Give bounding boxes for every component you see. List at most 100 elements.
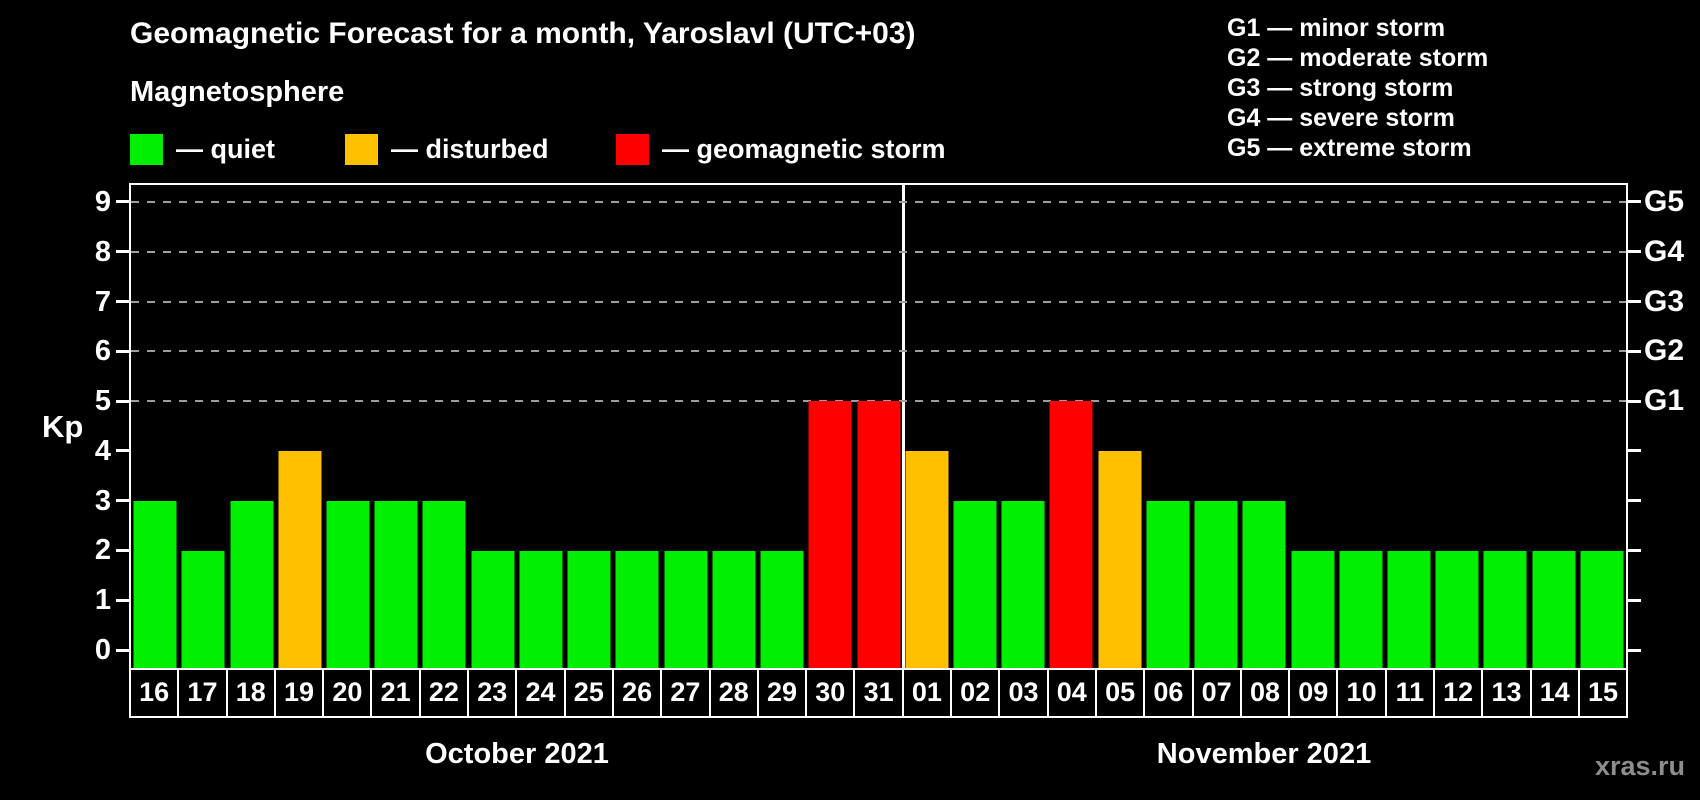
legend-item-storm: — geomagnetic storm: [616, 133, 946, 165]
day-label-oct-17: 17: [179, 670, 228, 716]
bar-oct-26-kp2: [615, 550, 659, 668]
legend-item-label: — disturbed: [391, 133, 549, 164]
watermark: xras.ru: [1594, 751, 1685, 781]
right-tick-kp6: [1628, 349, 1641, 353]
y-axis-tick-label-3: 3: [94, 484, 111, 517]
day-label-nov-10: 10: [1338, 670, 1387, 716]
chart-title: Geomagnetic Forecast for a month, Yarosl…: [130, 17, 916, 50]
bar-oct-21-kp3: [374, 500, 418, 668]
left-tick-kp7: [116, 300, 129, 304]
day-label-nov-09: 09: [1290, 670, 1339, 716]
day-label-oct-30: 30: [807, 670, 856, 716]
right-tick-kp1: [1628, 598, 1641, 602]
bar-nov-07-kp3: [1194, 500, 1238, 668]
right-axis-label-g4: G4: [1644, 234, 1685, 268]
left-tick-kp4: [116, 449, 129, 453]
bar-oct-25-kp2: [567, 550, 611, 668]
day-label-nov-02: 02: [952, 670, 1001, 716]
left-tick-kp9: [116, 200, 129, 204]
bar-nov-09-kp2: [1291, 550, 1335, 668]
bar-oct-28-kp2: [712, 550, 756, 668]
y-axis-tick-label-7: 7: [94, 285, 111, 318]
bar-oct-19-kp4: [278, 450, 322, 668]
month-separator-line: [901, 185, 905, 668]
right-axis-label-g3: G3: [1644, 284, 1685, 318]
day-label-nov-01: 01: [904, 670, 953, 716]
right-tick-kp8: [1628, 250, 1641, 254]
bar-nov-13-kp2: [1483, 550, 1527, 668]
bar-nov-14-kp2: [1532, 550, 1576, 668]
left-tick-kp8: [116, 250, 129, 254]
day-label-nov-14: 14: [1532, 670, 1580, 716]
disturbed-color-swatch: [345, 133, 378, 165]
g-legend-line: G4 — severe storm: [1227, 104, 1455, 132]
day-label-nov-03: 03: [1000, 670, 1049, 716]
g-legend-line: G2 — moderate storm: [1227, 44, 1489, 72]
left-tick-kp2: [116, 548, 129, 552]
day-label-nov-12: 12: [1435, 670, 1484, 716]
bar-nov-03-kp3: [1001, 500, 1045, 668]
quiet-color-swatch: [130, 133, 163, 165]
right-tick-kp2: [1628, 548, 1641, 552]
day-label-oct-19: 19: [276, 670, 325, 716]
storm-color-swatch: [616, 133, 649, 165]
right-tick-kp3: [1628, 499, 1641, 503]
day-label-oct-22: 22: [421, 670, 470, 716]
day-label-nov-06: 06: [1145, 670, 1194, 716]
gridline-kp6: [131, 350, 1626, 353]
bar-nov-12-kp2: [1435, 550, 1479, 668]
day-label-nov-15: 15: [1588, 677, 1619, 707]
left-tick-kp1: [116, 598, 129, 602]
bar-oct-23-kp2: [471, 550, 515, 668]
day-axis-row: 16 17 18 19 20 21 22 23 24 25 26 27 28 29 30 31 01 02 03 04…: [129, 668, 1628, 718]
gridline-kp7: [131, 300, 1626, 303]
day-label-oct-16: 16: [131, 670, 180, 716]
right-tick-kp5: [1628, 399, 1641, 403]
day-label-oct-24: 24: [517, 670, 566, 716]
day-label-nov-13: 13: [1483, 670, 1532, 716]
day-label-oct-25: 25: [566, 670, 614, 716]
y-axis-tick-label-1: 1: [94, 584, 111, 617]
bar-oct-29-kp2: [760, 550, 804, 668]
day-label-oct-21: 21: [372, 670, 421, 716]
bar-oct-31-kp5: [857, 401, 900, 668]
legend-heading: Magnetosphere: [130, 76, 345, 108]
day-label-nov-08: 08: [1242, 670, 1291, 716]
day-label-oct-23: 23: [469, 670, 518, 716]
day-label-nov-04: 04: [1049, 670, 1097, 716]
day-label-oct-20: 20: [324, 670, 373, 716]
bar-nov-06-kp3: [1146, 500, 1190, 668]
bar-nov-10-kp2: [1339, 550, 1383, 668]
plot-area: G1 G2 G3 G4 G5 0 1 2 3 4 5 6 7 8 9: [95, 183, 1684, 670]
bar-oct-30-kp5: [808, 401, 852, 668]
y-axis-tick-label-9: 9: [94, 185, 111, 218]
right-axis-label-g1: G1: [1644, 384, 1685, 418]
day-label-nov-07: 07: [1194, 670, 1242, 716]
right-axis-label-g5: G5: [1644, 184, 1685, 218]
right-tick-kp0: [1628, 648, 1641, 652]
left-tick-kp6: [116, 349, 129, 353]
legend-item-label: — quiet: [176, 133, 275, 164]
y-axis-tick-label-0: 0: [94, 634, 111, 667]
day-label-oct-31: 31: [855, 670, 904, 716]
left-tick-kp5: [116, 399, 129, 403]
y-axis-tick-label-5: 5: [94, 385, 111, 418]
g-legend-line: G5 — extreme storm: [1227, 134, 1472, 162]
right-tick-kp7: [1628, 300, 1641, 304]
gridline-kp8: [131, 250, 1626, 253]
month-label-november: November 2021: [1156, 738, 1372, 770]
legend-item-label: — geomagnetic storm: [662, 133, 946, 164]
bar-oct-18-kp3: [230, 500, 274, 668]
y-axis-tick-label-2: 2: [94, 534, 111, 567]
bar-oct-20-kp3: [326, 500, 370, 668]
gridline-kp9: [131, 200, 1626, 203]
bar-oct-27-kp2: [664, 550, 708, 668]
g-legend-line: G3 — strong storm: [1227, 74, 1454, 102]
bar-nov-08-kp3: [1242, 500, 1286, 668]
day-label-oct-26: 26: [614, 670, 663, 716]
legend-item-quiet: — quiet: [130, 133, 275, 165]
day-label-nov-11: 11: [1387, 670, 1436, 716]
bar-nov-05-kp4: [1098, 450, 1142, 668]
bar-oct-17-kp2: [181, 550, 225, 668]
